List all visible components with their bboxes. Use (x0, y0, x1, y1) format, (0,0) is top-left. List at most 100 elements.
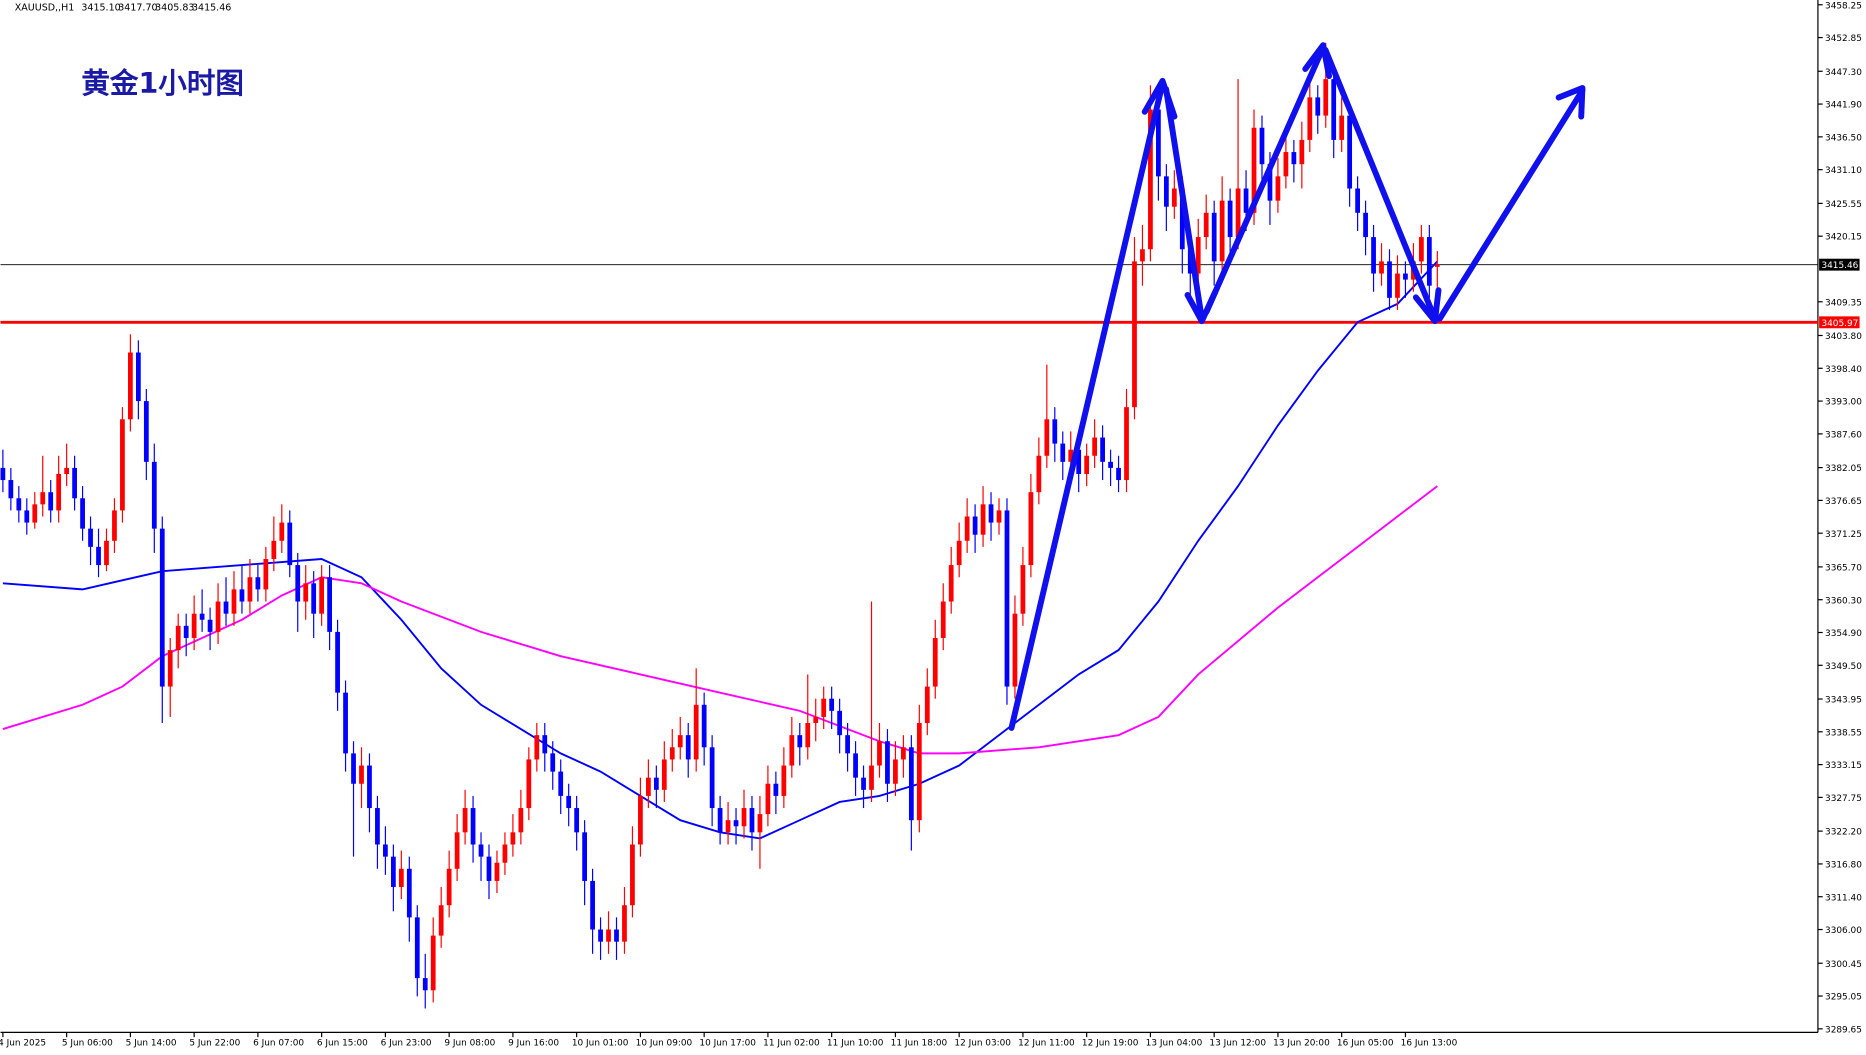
candle-body (48, 492, 54, 511)
candle-body (717, 808, 723, 833)
candle-body (1036, 455, 1042, 493)
candle-body (128, 352, 133, 420)
y-tick-label: 3371.25 (1825, 530, 1862, 540)
candle-body (239, 589, 245, 602)
candle-body (1076, 449, 1082, 474)
candle-body (112, 510, 117, 541)
y-tick-label: 3300.45 (1825, 960, 1862, 970)
candle-body (375, 808, 380, 845)
candle-body (653, 777, 659, 790)
candle-body (502, 844, 508, 863)
x-tick-label: 16 Jun 13:00 (1401, 1038, 1458, 1048)
candle-body (1403, 273, 1408, 280)
candle-body (861, 777, 866, 790)
arrow (1436, 87, 1586, 322)
header-value: 3415.10 (81, 3, 120, 14)
candle-body (1426, 237, 1432, 286)
y-tick-label: 3393.00 (1825, 398, 1862, 408)
candle-body (645, 777, 651, 796)
candle-body (16, 498, 22, 511)
candle-body (24, 510, 30, 523)
candle-body (1004, 510, 1010, 687)
x-tick-label: 16 Jun 05:00 (1337, 1038, 1394, 1048)
candle-body (159, 528, 165, 687)
y-tick-label: 3295.05 (1825, 993, 1862, 1003)
candle-body (422, 978, 428, 991)
candle-body (526, 759, 532, 809)
x-tick-label: 12 Jun 11:00 (1018, 1038, 1075, 1048)
candle-body (829, 698, 835, 711)
candle-body (311, 583, 317, 614)
candle-body (701, 704, 707, 748)
candle-body (869, 765, 874, 790)
arrow-head (1412, 287, 1442, 325)
x-tick-label: 12 Jun 19:00 (1082, 1038, 1139, 1048)
candle-body (940, 601, 946, 638)
header-value: 3417.70 (118, 3, 157, 14)
candle-body (199, 613, 205, 620)
candle-body (1140, 249, 1145, 262)
candle-body (32, 504, 38, 523)
x-tick-label: 6 Jun 07:00 (253, 1038, 304, 1048)
candle-body (183, 625, 189, 638)
candle-body (709, 747, 715, 809)
x-tick-label: 13 Jun 20:00 (1273, 1038, 1330, 1048)
candle-body (1339, 115, 1345, 140)
candle-body (606, 929, 611, 942)
candle-body (1323, 79, 1329, 116)
candle-body (255, 577, 261, 590)
candle-body (741, 808, 747, 827)
candle-body (0, 467, 6, 481)
candle-body (343, 692, 348, 754)
y-tick-label: 3322.20 (1825, 828, 1862, 838)
candle-body (1291, 152, 1297, 165)
x-tick-label: 11 Jun 18:00 (891, 1038, 948, 1048)
arrow (1008, 80, 1166, 731)
candle-body (845, 735, 850, 754)
x-tick-label: 10 Jun 09:00 (636, 1038, 693, 1048)
candle-body (88, 528, 93, 547)
candle-body (1171, 188, 1177, 207)
candle-body (598, 929, 603, 942)
candle-body (319, 577, 325, 614)
candle-body (120, 419, 125, 511)
x-tick-label: 9 Jun 16:00 (508, 1038, 559, 1048)
x-tick-label: 13 Jun 04:00 (1146, 1038, 1203, 1048)
x-tick-label: 10 Jun 01:00 (572, 1038, 629, 1048)
annotation: 黄金1小时图 (81, 67, 244, 100)
candle-body (104, 540, 109, 566)
candle-body (462, 808, 468, 833)
candle-body (805, 723, 811, 748)
header-value: 3415.46 (192, 3, 231, 14)
candle-body (901, 747, 906, 760)
price-label-bg (1819, 316, 1860, 329)
candle-body (1395, 273, 1400, 298)
candle-body (773, 783, 779, 796)
candle-body (1148, 109, 1153, 250)
candle-body (494, 862, 500, 881)
candle-body (1028, 492, 1034, 566)
y-tick-label: 3398.40 (1825, 365, 1862, 375)
x-tick-label: 10 Jun 17:00 (699, 1038, 756, 1048)
candle-body (1355, 188, 1360, 213)
candle-body (287, 522, 293, 566)
candle-body (1275, 176, 1281, 201)
moving-average (2, 260, 1439, 840)
candle-body (534, 735, 540, 760)
price-label-bg (1819, 258, 1860, 271)
candle-body (614, 929, 619, 942)
y-tick-label: 3311.40 (1825, 893, 1862, 903)
candle-body (789, 735, 795, 766)
y-tick-label: 3338.55 (1825, 728, 1862, 738)
candle-body (996, 510, 1002, 523)
candle-body (191, 613, 197, 638)
candle-body (908, 747, 914, 821)
candle-body (1235, 188, 1241, 238)
x-tick-label: 6 Jun 15:00 (317, 1038, 368, 1048)
candle-body (367, 765, 372, 809)
arrow (1203, 44, 1327, 315)
candle-body (279, 522, 285, 541)
candle-body (1227, 200, 1233, 238)
